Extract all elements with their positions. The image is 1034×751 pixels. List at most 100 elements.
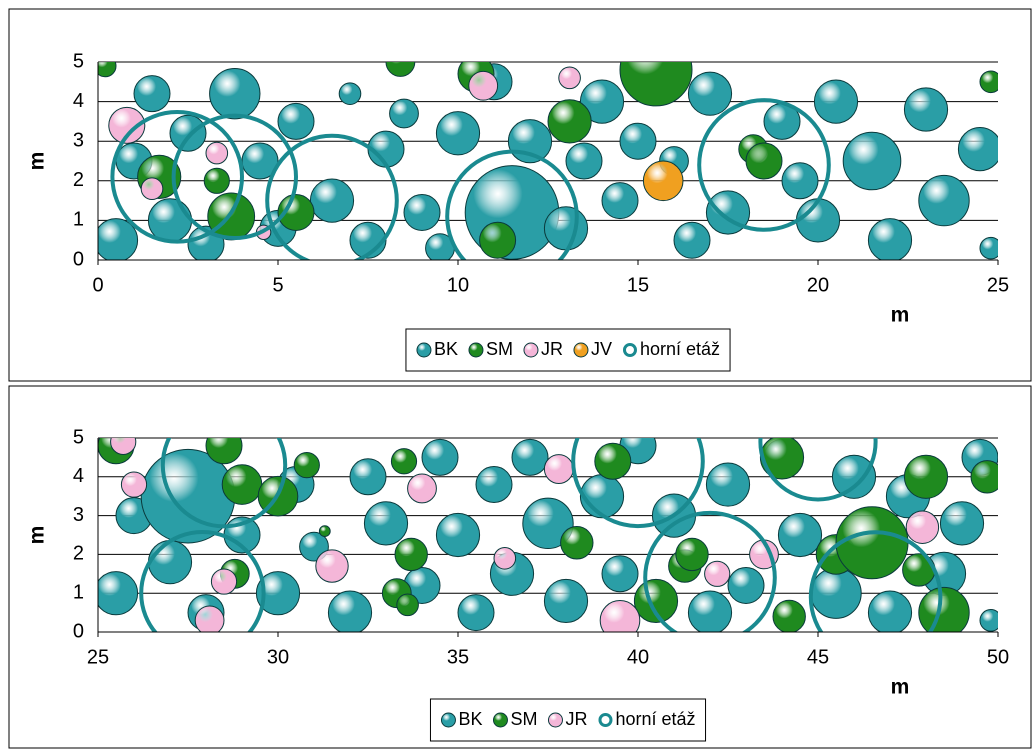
bubble (210, 568, 238, 595)
plot-area (98, 438, 998, 632)
bubble (110, 110, 244, 244)
bubble (507, 119, 553, 164)
bubble (599, 600, 641, 632)
bubble (108, 106, 146, 144)
bubble (543, 578, 589, 624)
bubble (745, 142, 783, 180)
bubble (203, 167, 230, 194)
bubble (835, 506, 909, 580)
legend-label: SM (510, 709, 537, 729)
bubble (918, 174, 970, 227)
bubble (939, 501, 985, 546)
legend-label: JV (591, 339, 612, 359)
bubble (687, 590, 733, 632)
bubble (842, 131, 902, 191)
bubble (255, 571, 301, 616)
bubble (205, 141, 229, 165)
bubble (479, 221, 517, 259)
bubble (759, 438, 805, 480)
bubble (435, 111, 481, 156)
bubble (810, 567, 862, 619)
legend-marker (523, 342, 539, 358)
bubble (327, 590, 373, 632)
bubble (704, 560, 731, 587)
legend-marker (440, 712, 456, 728)
bubble (160, 438, 288, 529)
bubble (209, 67, 261, 120)
x-tick-label: 50 (987, 646, 1009, 668)
bubble (579, 474, 625, 519)
bubble (475, 466, 513, 504)
bubble (147, 540, 193, 585)
y-tick-label: 1 (73, 209, 84, 231)
bubble (421, 438, 459, 476)
y-tick-label: 3 (73, 129, 84, 151)
legend-label: BK (458, 709, 482, 729)
bubble (468, 70, 499, 101)
y-tick-label: 3 (73, 504, 84, 526)
bubble (349, 458, 387, 496)
y-tick-label: 2 (73, 543, 84, 565)
bubble (403, 193, 441, 231)
legend-marker (598, 713, 613, 727)
bubble (277, 102, 315, 140)
legend-label: horní etáž (615, 709, 695, 729)
x-tick-label: 30 (267, 646, 289, 668)
bubble (594, 442, 632, 480)
bubble (315, 549, 349, 583)
bubble (394, 537, 428, 572)
bubble (140, 177, 164, 201)
bubble (205, 438, 243, 465)
legend: BK SM JR JV horní etáž (405, 328, 731, 372)
bubble (389, 98, 419, 129)
bubble (560, 526, 594, 560)
x-axis-title: m (891, 304, 910, 327)
bubble (867, 218, 913, 260)
bubble (133, 75, 171, 113)
bubble (547, 99, 592, 144)
x-tick-label: 35 (447, 646, 469, 668)
y-tick-label: 0 (73, 620, 84, 642)
y-tick-label: 4 (73, 90, 84, 112)
bubble (139, 530, 266, 632)
bubble (396, 593, 419, 617)
plot-area (98, 62, 998, 260)
x-tick-label: 5 (272, 274, 283, 296)
bubble (643, 510, 777, 632)
bubble (979, 609, 998, 632)
legend-label: SM (486, 339, 513, 359)
bubble (979, 236, 998, 260)
y-tick-label: 4 (73, 465, 84, 487)
y-axis-title: m (26, 526, 49, 545)
x-tick-label: 20 (807, 274, 829, 296)
y-tick-label: 2 (73, 169, 84, 191)
bubble (918, 586, 970, 632)
legend-label: JR (541, 339, 563, 359)
bubble (385, 62, 416, 77)
bubble (543, 206, 589, 251)
bubble (903, 87, 949, 132)
bubble (390, 448, 418, 475)
y-tick-label: 0 (73, 248, 84, 270)
bubble (194, 605, 225, 632)
bubble (120, 471, 148, 498)
bubble (435, 512, 481, 558)
legend-marker (547, 712, 563, 728)
legend-marker (468, 342, 484, 358)
bubble (673, 221, 711, 259)
legend-box (429, 698, 707, 742)
bubble (813, 79, 859, 124)
bubble (407, 473, 437, 504)
bubble (338, 82, 362, 105)
bubble (457, 594, 495, 632)
legend-marker (622, 343, 637, 357)
bubble (957, 127, 998, 172)
bubble (697, 98, 831, 232)
bubble (445, 149, 579, 260)
y-tick-label: 1 (73, 581, 84, 603)
bubble (772, 599, 806, 632)
bubble (110, 438, 137, 455)
bubble (727, 566, 765, 604)
bubble (98, 571, 139, 616)
